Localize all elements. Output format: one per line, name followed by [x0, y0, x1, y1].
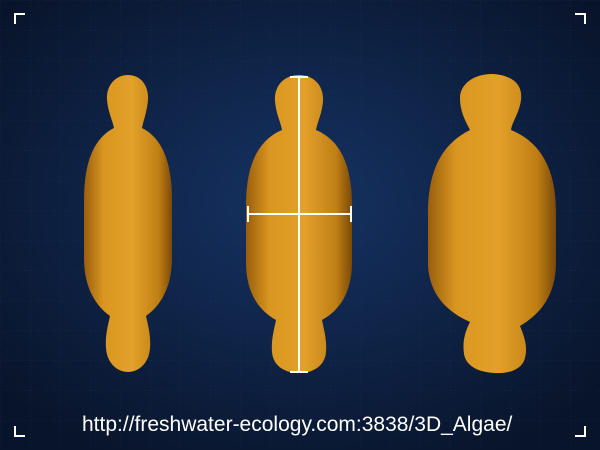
algae-cell-left	[84, 75, 172, 372]
source-url-caption: http://freshwater-ecology.com:3838/3D_Al…	[82, 413, 513, 436]
algae-cell-right	[428, 74, 556, 374]
corner-bracket-top-right	[575, 13, 586, 24]
measurement-overlay	[247, 76, 352, 373]
corner-bracket-bottom-left	[14, 426, 25, 437]
corner-bracket-top-left	[14, 13, 25, 24]
corner-bracket-bottom-right	[575, 426, 586, 437]
